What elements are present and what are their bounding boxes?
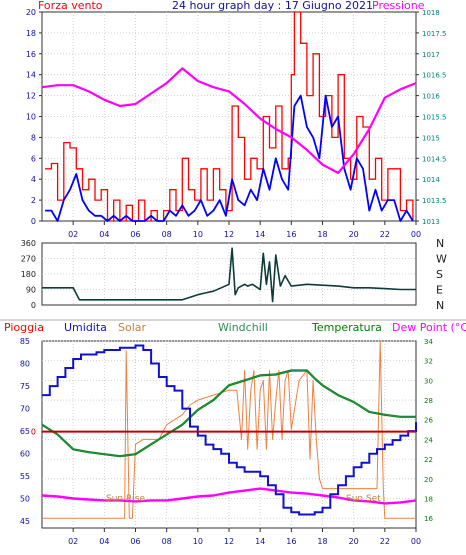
header-left-label: Forza vento (38, 0, 103, 12)
sun-rise-label: Sun Rise (106, 494, 145, 504)
panel3-left-tick: 70 (20, 405, 30, 414)
panel1-left-tick: 14 (26, 71, 36, 80)
panel2-left-tick: 270 (21, 255, 36, 264)
panel3-x-tick: 22 (380, 537, 390, 546)
panel2-left-tick: 180 (21, 270, 36, 279)
panel3-left-tick: 45 (20, 517, 30, 526)
panel1-right-tick: 1015.5 (422, 114, 447, 122)
header-title: 24 hour graph day : 17 Giugno 2021 (172, 0, 374, 12)
panel1-x-tick: 02 (68, 230, 78, 239)
wind-direction-series (42, 247, 416, 303)
wind-average-series (45, 94, 414, 222)
panel3-left-tick: 85 (20, 337, 30, 346)
panel1-left-tick: 10 (26, 113, 36, 122)
panel1-x-tick: 00 (411, 230, 421, 239)
legend-solar: Solar (118, 321, 147, 334)
panel3-left-tick: 80 (20, 360, 30, 369)
panel1-x-tick: 06 (130, 230, 140, 239)
panel1-left-tick: 20 (26, 8, 36, 17)
panel1-right-tick: 1016 (422, 93, 440, 101)
panel1-left-tick: 6 (31, 154, 36, 163)
panel2-left-tick: 90 (26, 286, 36, 295)
panel3-right-tick: 28 (424, 397, 433, 405)
panel3-right-tick: 20 (424, 476, 433, 484)
panel3-right-tick: 26 (424, 417, 433, 425)
panel3-x-tick: 20 (349, 537, 359, 546)
panel3-x-tick: 10 (193, 537, 203, 546)
legend-umidita: Umidita (64, 321, 107, 334)
panel1-x-tick: 18 (317, 230, 327, 239)
panel1-x-tick: 22 (380, 230, 390, 239)
solar-series (42, 340, 416, 519)
panel1-right-tick: 1013.5 (422, 197, 447, 205)
panel3-right-tick: 18 (424, 495, 433, 503)
panel3-x-tick: 18 (317, 537, 327, 546)
panel1-right-tick: 1014.5 (422, 155, 447, 163)
panel1-right-tick: 1017.5 (422, 30, 447, 38)
panel3-x-tick: 04 (99, 537, 109, 546)
panel2-direction-label: E (436, 284, 443, 297)
panel3-x-tick: 08 (162, 537, 172, 546)
rain-zero-label: 0 (31, 428, 36, 437)
panel3-right-tick: 22 (424, 456, 433, 464)
panel1-left-tick: 2 (31, 196, 36, 205)
panel1-right-tick: 1015 (422, 134, 440, 142)
panel3-right-tick: 24 (424, 436, 433, 444)
panel3-x-tick: 16 (286, 537, 296, 546)
panel2-direction-label: S (436, 268, 443, 281)
panel2-left-tick: 360 (21, 239, 36, 248)
panel1-x-tick: 14 (255, 230, 265, 239)
dewpoint-series (41, 487, 417, 505)
panel2-direction-label: N (436, 299, 444, 312)
header-right-label: Pressione (372, 0, 425, 12)
panel1-x-tick: 16 (286, 230, 296, 239)
legend-windchill: Windchill (218, 321, 268, 334)
legend-pioggia: Pioggia (4, 321, 44, 334)
panel3-x-tick: 02 (68, 537, 78, 546)
panel1-left-tick: 0 (31, 217, 36, 226)
pressure-series (41, 67, 417, 174)
panel3-left-tick: 55 (20, 472, 30, 481)
panel1-x-tick: 12 (224, 230, 234, 239)
panel3-right-tick: 16 (424, 515, 433, 523)
panel1-x-tick: 08 (162, 230, 172, 239)
panel1-left-tick: 18 (26, 29, 36, 38)
panel3-x-tick: 06 (130, 537, 140, 546)
panel3-x-tick: 12 (224, 537, 234, 546)
legend-dewpoint: Dew Point (°C) (392, 321, 466, 334)
panel3-left-tick: 75 (20, 382, 30, 391)
panel1-x-tick: 10 (193, 230, 203, 239)
panel1-right-tick: 1013 (422, 218, 440, 226)
panel3-left-tick: 65 (20, 427, 30, 436)
panel3-x-tick: 14 (255, 537, 265, 546)
legend-temperatura: Temperatura (312, 321, 382, 334)
panel3-right-tick: 30 (424, 377, 433, 385)
panel1-x-tick: 20 (349, 230, 359, 239)
panel1-left-tick: 4 (31, 175, 36, 184)
panel1-left-tick: 16 (26, 50, 36, 59)
panel1-left-tick: 12 (26, 92, 36, 101)
panel3-right-tick: 32 (424, 358, 433, 366)
panel2-direction-label: N (436, 237, 444, 250)
panel3-right-tick: 34 (424, 338, 433, 346)
sun-set-label: Sun Set (346, 494, 381, 504)
panel1-left-tick: 8 (31, 133, 36, 142)
panel1-right-tick: 1016.5 (422, 72, 447, 80)
panel1-right-tick: 1018 (422, 9, 440, 17)
panel1-x-tick: 04 (99, 230, 109, 239)
panel2-left-tick: 0 (31, 301, 36, 310)
wind-gust-series (45, 11, 414, 222)
humidity-series (42, 344, 417, 516)
panel3-left-tick: 60 (20, 450, 30, 459)
windchill-series (41, 370, 416, 457)
panel2-direction-label: W (436, 253, 447, 266)
panel1-right-tick: 1014 (422, 176, 440, 184)
panel3-left-tick: 50 (20, 495, 30, 504)
panel3-x-tick: 00 (411, 537, 421, 546)
panel1-right-tick: 1017 (422, 51, 440, 59)
